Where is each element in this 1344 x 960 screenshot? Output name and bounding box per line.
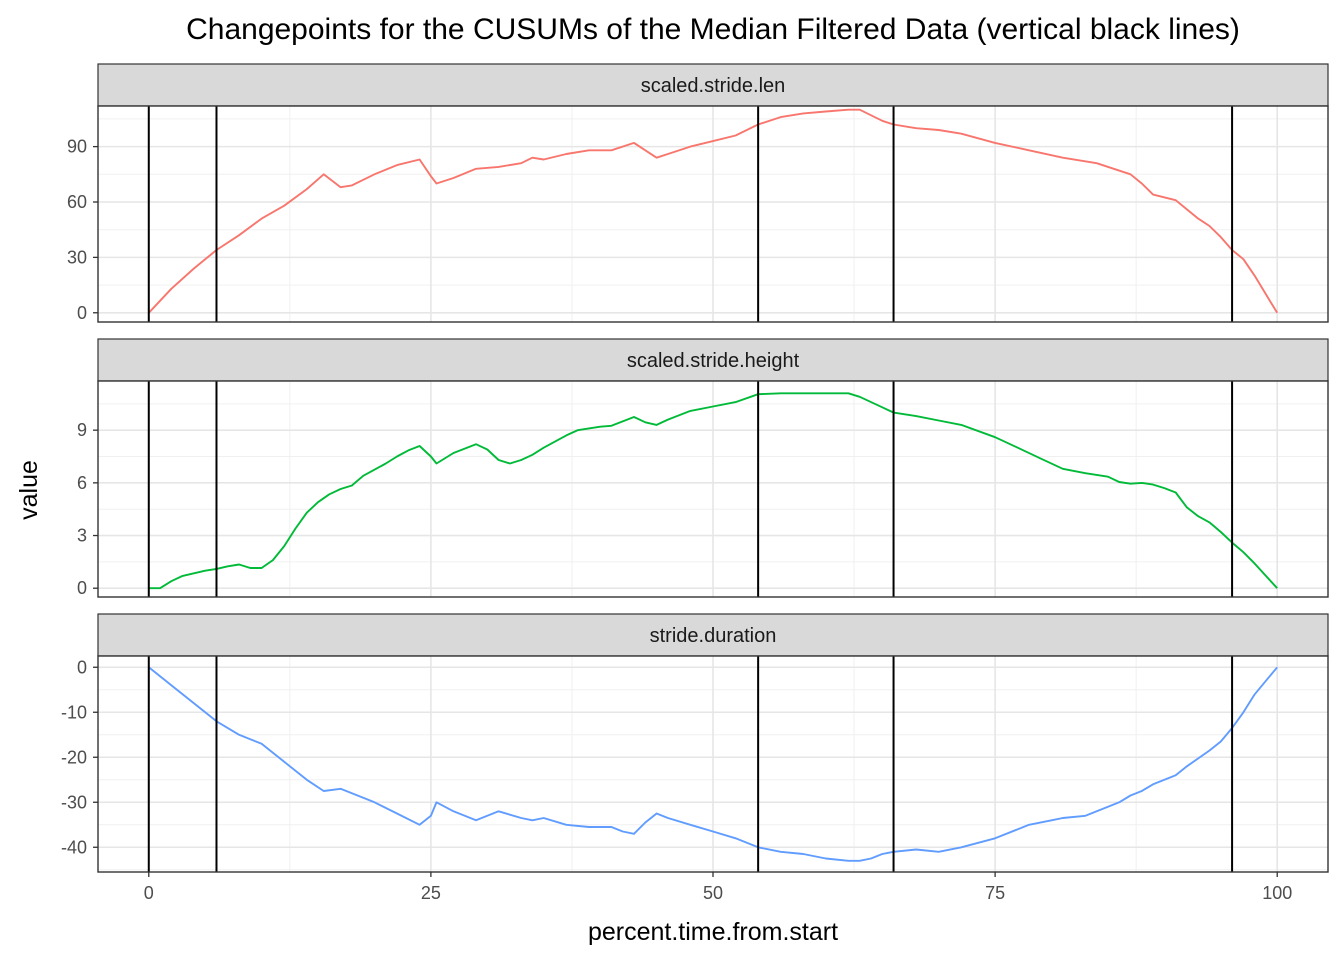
facet-panels: scaled.stride.len0306090scaled.stride.he… [61,63,1329,873]
y-tick-label: 0 [77,303,87,323]
series-line-scaled-stride-len [148,108,1279,314]
y-axis-title: value [15,460,43,520]
x-tick-label: 0 [144,883,154,903]
x-axis: 0 25 50 75 100 [144,872,1292,903]
x-tick-label: 50 [703,883,723,903]
panel-border [97,105,1329,323]
facet-panel-stride-duration: stride.duration 0 -10 -20 -30 -40 [61,613,1329,873]
y-tick-label: 6 [77,473,87,493]
y-tick-label: 9 [77,420,87,440]
panel-border [97,380,1329,598]
facet-strip-label: stride.duration [650,625,777,647]
y-tick-label: -10 [61,702,87,722]
y-tick-label: 60 [67,192,87,212]
y-tick-label: -30 [61,792,87,812]
series-line-scaled-stride-height [148,392,1278,590]
x-axis-title: percent.time.from.start [588,918,838,946]
y-tick-label: -20 [61,747,87,767]
y-tick-label: 0 [77,657,87,677]
x-tick-label: 75 [985,883,1005,903]
facet-strip [97,613,1329,657]
facet-panel-scaled-stride-height: scaled.stride.height 0 3 6 9 [77,338,1329,598]
y-tick-label: 3 [77,526,87,546]
facet-strip [97,63,1329,107]
y-tick-label: -40 [61,837,87,857]
series-line-stride-duration [148,666,1278,862]
y-tick-label: 90 [67,137,87,157]
y-tick-label: 0 [77,578,87,598]
facet-strip [97,338,1329,382]
x-tick-label: 100 [1262,883,1292,903]
x-tick-label: 25 [421,883,441,903]
y-tick-label: 30 [67,247,87,267]
facet-panel-scaled-stride-len: scaled.stride.len 0 30 60 90 [67,63,1329,323]
facet-strip-label: scaled.stride.height [627,350,800,372]
facet-strip-label: scaled.stride.len [641,75,786,97]
chart-title: Changepoints for the CUSUMs of the Media… [186,13,1240,46]
